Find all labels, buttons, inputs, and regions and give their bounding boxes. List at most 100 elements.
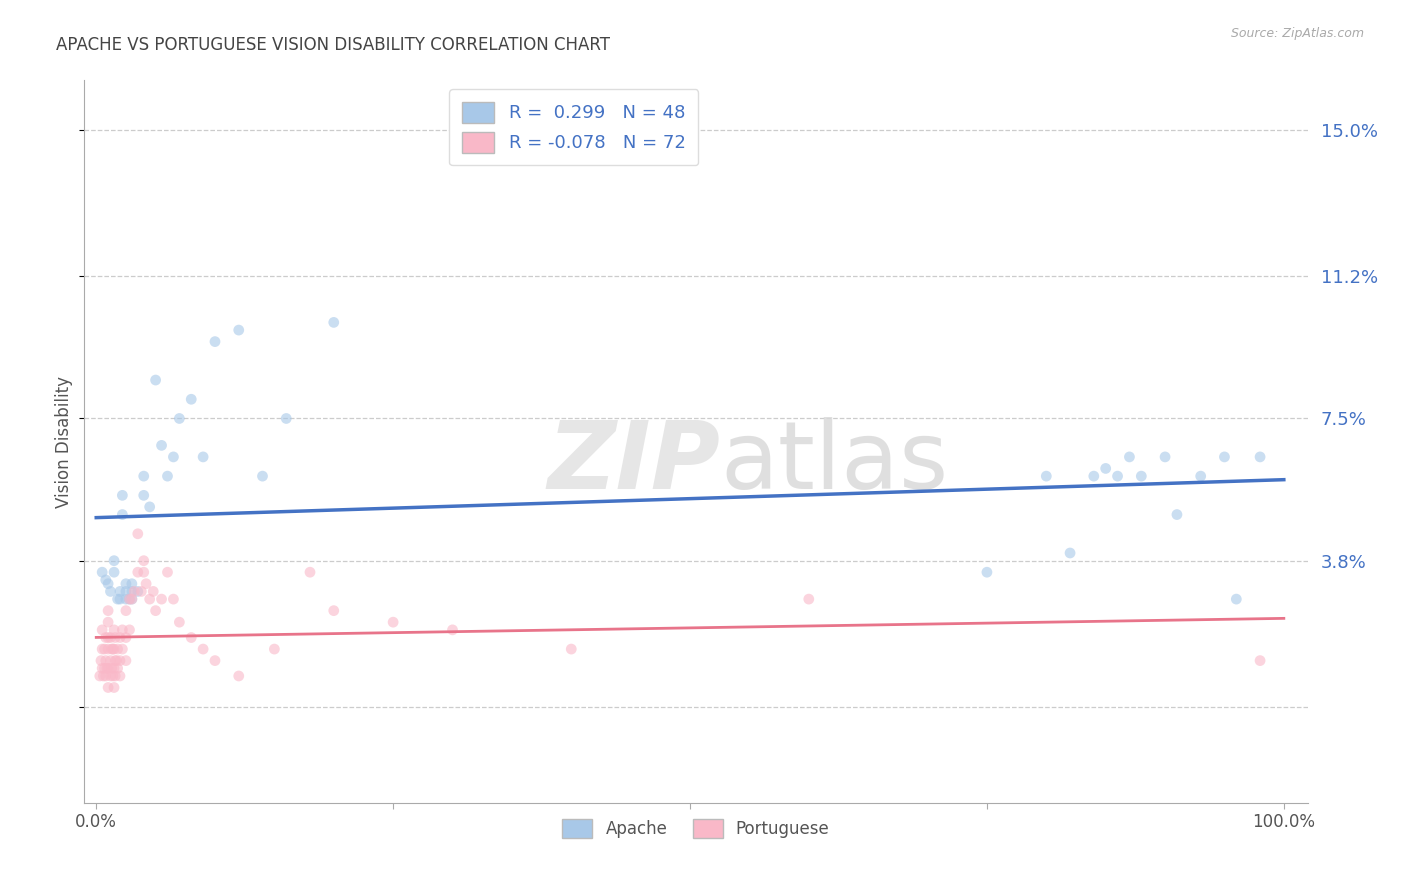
Point bbox=[101, 642, 124, 657]
Point bbox=[560, 642, 582, 657]
Point bbox=[252, 469, 274, 483]
Point bbox=[108, 654, 131, 668]
Point bbox=[1166, 508, 1188, 522]
Point bbox=[97, 661, 120, 675]
Text: ZIP: ZIP bbox=[547, 417, 720, 509]
Point bbox=[150, 438, 173, 452]
Point bbox=[91, 565, 114, 579]
Point bbox=[132, 554, 155, 568]
Point bbox=[94, 573, 117, 587]
Point bbox=[115, 584, 138, 599]
Point bbox=[150, 592, 173, 607]
Point bbox=[156, 565, 179, 579]
Point bbox=[94, 669, 117, 683]
Point bbox=[145, 604, 167, 618]
Point bbox=[228, 323, 250, 337]
Point bbox=[111, 642, 134, 657]
Point bbox=[115, 592, 138, 607]
Point bbox=[115, 604, 138, 618]
Point bbox=[100, 631, 122, 645]
Point bbox=[169, 411, 191, 425]
Point bbox=[97, 681, 120, 695]
Point bbox=[191, 450, 214, 464]
Text: APACHE VS PORTUGUESE VISION DISABILITY CORRELATION CHART: APACHE VS PORTUGUESE VISION DISABILITY C… bbox=[56, 36, 610, 54]
Point bbox=[107, 661, 129, 675]
Point bbox=[138, 592, 160, 607]
Point bbox=[162, 450, 184, 464]
Point bbox=[204, 654, 226, 668]
Point bbox=[169, 615, 191, 630]
Point bbox=[322, 604, 344, 618]
Point bbox=[103, 681, 125, 695]
Point bbox=[127, 584, 149, 599]
Point bbox=[162, 592, 184, 607]
Point bbox=[111, 623, 134, 637]
Point bbox=[100, 584, 122, 599]
Point bbox=[104, 654, 127, 668]
Point bbox=[111, 488, 134, 502]
Point bbox=[103, 565, 125, 579]
Point bbox=[298, 565, 321, 579]
Point bbox=[108, 669, 131, 683]
Point bbox=[107, 642, 129, 657]
Point bbox=[1083, 469, 1105, 483]
Legend: Apache, Portuguese: Apache, Portuguese bbox=[555, 813, 837, 845]
Point bbox=[131, 584, 153, 599]
Point bbox=[115, 654, 138, 668]
Point bbox=[101, 669, 124, 683]
Point bbox=[1059, 546, 1081, 560]
Point bbox=[100, 669, 122, 683]
Point bbox=[89, 669, 111, 683]
Point bbox=[96, 661, 118, 675]
Point bbox=[263, 642, 285, 657]
Point bbox=[100, 661, 122, 675]
Point bbox=[97, 642, 120, 657]
Point bbox=[100, 642, 122, 657]
Point bbox=[228, 669, 250, 683]
Point bbox=[100, 654, 122, 668]
Point bbox=[204, 334, 226, 349]
Point bbox=[122, 584, 145, 599]
Point bbox=[121, 592, 143, 607]
Point bbox=[121, 584, 143, 599]
Point bbox=[1130, 469, 1153, 483]
Point bbox=[93, 642, 115, 657]
Point bbox=[1154, 450, 1177, 464]
Point bbox=[797, 592, 820, 607]
Text: atlas: atlas bbox=[720, 417, 949, 509]
Point bbox=[108, 584, 131, 599]
Point bbox=[118, 623, 141, 637]
Point bbox=[976, 565, 998, 579]
Point bbox=[104, 669, 127, 683]
Point bbox=[322, 315, 344, 329]
Point bbox=[105, 654, 128, 668]
Point bbox=[138, 500, 160, 514]
Point bbox=[1107, 469, 1129, 483]
Point bbox=[107, 592, 129, 607]
Point bbox=[1094, 461, 1116, 475]
Point bbox=[103, 623, 125, 637]
Point bbox=[97, 631, 120, 645]
Point bbox=[382, 615, 405, 630]
Y-axis label: Vision Disability: Vision Disability bbox=[55, 376, 73, 508]
Point bbox=[93, 661, 115, 675]
Point bbox=[103, 554, 125, 568]
Point bbox=[127, 565, 149, 579]
Point bbox=[180, 392, 202, 407]
Point bbox=[191, 642, 214, 657]
Point bbox=[91, 642, 114, 657]
Point bbox=[142, 584, 165, 599]
Point bbox=[132, 488, 155, 502]
Point bbox=[276, 411, 298, 425]
Text: Source: ZipAtlas.com: Source: ZipAtlas.com bbox=[1230, 27, 1364, 40]
Point bbox=[132, 565, 155, 579]
Point bbox=[180, 631, 202, 645]
Point bbox=[103, 661, 125, 675]
Point bbox=[97, 604, 120, 618]
Point bbox=[108, 631, 131, 645]
Point bbox=[115, 576, 138, 591]
Point bbox=[441, 623, 464, 637]
Point bbox=[90, 654, 112, 668]
Point bbox=[1249, 450, 1271, 464]
Point bbox=[94, 631, 117, 645]
